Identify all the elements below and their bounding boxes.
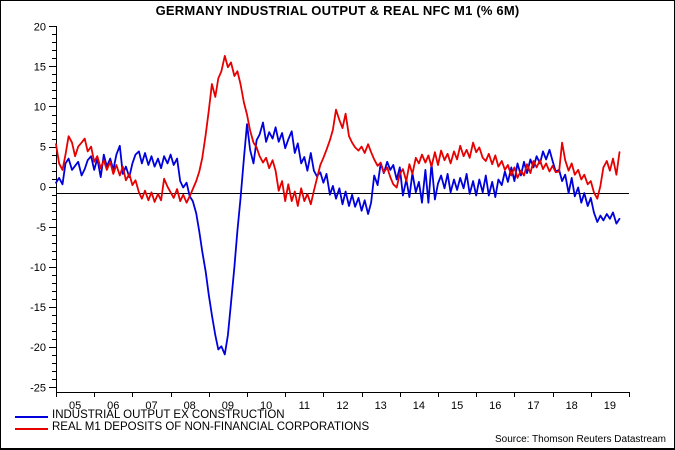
y-tick-label: -15 [30, 302, 46, 314]
x-tick-label: 12 [336, 400, 348, 412]
y-tick-label: -10 [30, 262, 46, 274]
y-tick-label: 5 [40, 142, 46, 154]
legend-line-blue-icon [15, 416, 48, 418]
x-tick-label: 09 [222, 400, 234, 412]
y-tick-label: -5 [36, 222, 46, 234]
x-tick-label: 07 [145, 400, 157, 412]
x-tick-label: 15 [451, 400, 463, 412]
y-tick-label: -20 [30, 342, 46, 354]
y-tick-label: 15 [34, 61, 46, 73]
x-tick-label: 06 [107, 400, 119, 412]
x-tick-label: 14 [413, 400, 425, 412]
x-tick-label: 16 [489, 400, 501, 412]
x-tick-label: 05 [69, 400, 81, 412]
legend: INDUSTRIAL OUTPUT EX CONSTRUCTION REAL M… [15, 409, 369, 433]
chart-title: GERMANY INDUSTRIAL OUTPUT & REAL NFC M1 … [155, 3, 520, 18]
series-line-real-m1 [55, 55, 621, 207]
y-tick-label: -25 [30, 382, 46, 394]
series-line-industrial-output [55, 121, 621, 356]
x-tick-label: 11 [299, 400, 310, 412]
x-tick-label: 18 [566, 400, 578, 412]
legend-label-real-m1: REAL M1 DEPOSITS OF NON-FINANCIAL CORPOR… [52, 421, 370, 433]
legend-label-industrial-output: INDUSTRIAL OUTPUT EX CONSTRUCTION [52, 409, 285, 421]
y-tick-label: 0 [40, 182, 46, 194]
x-tick-label: 08 [184, 400, 196, 412]
legend-item-real-m1: REAL M1 DEPOSITS OF NON-FINANCIAL CORPOR… [15, 421, 369, 433]
x-tick-label: 17 [527, 400, 539, 412]
y-tick-label: 20 [34, 21, 46, 33]
x-tick-label: 19 [604, 400, 616, 412]
source-note: Source: Thomson Reuters Datastream [494, 434, 666, 445]
legend-line-red-icon [15, 428, 48, 430]
legend-item-industrial-output: INDUSTRIAL OUTPUT EX CONSTRUCTION [15, 409, 369, 421]
x-tick-label: 13 [375, 400, 387, 412]
x-tick-label: 10 [260, 400, 272, 412]
y-tick-label: 10 [34, 101, 46, 113]
